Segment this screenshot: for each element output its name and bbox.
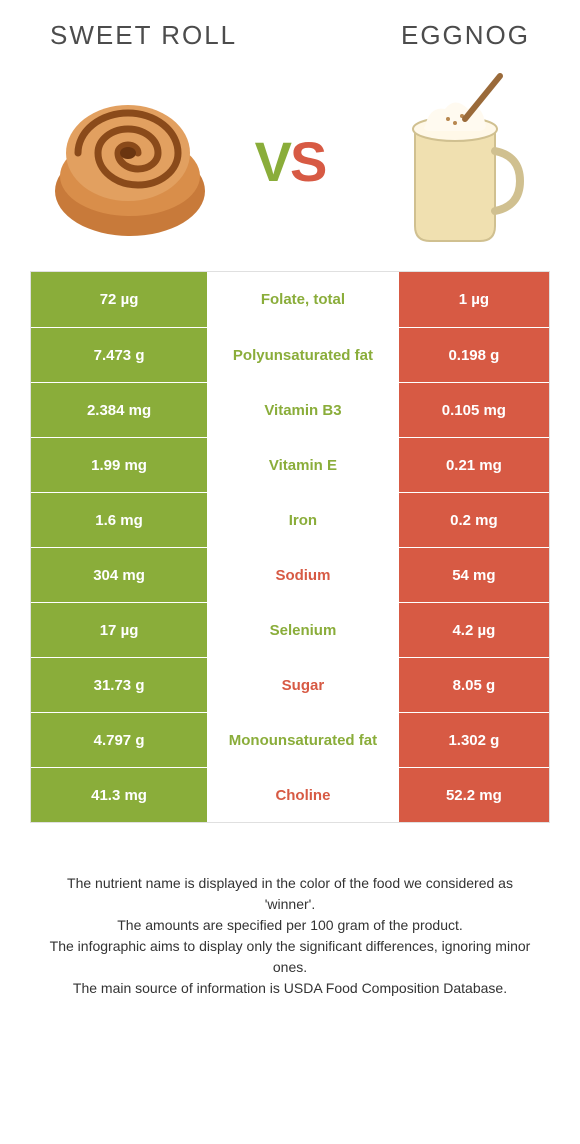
nutrient-label-cell: Selenium bbox=[207, 603, 399, 657]
nutrient-label-cell: Folate, total bbox=[207, 272, 399, 327]
right-value-cell: 0.21 mg bbox=[399, 438, 549, 492]
footer-notes: The nutrient name is displayed in the co… bbox=[30, 823, 550, 999]
nutrient-label-cell: Vitamin B3 bbox=[207, 383, 399, 437]
nutrient-label-cell: Sugar bbox=[207, 658, 399, 712]
nutrient-label-cell: Polyunsaturated fat bbox=[207, 328, 399, 382]
table-row: 4.797 gMonounsaturated fat1.302 g bbox=[31, 712, 549, 767]
right-value-cell: 52.2 mg bbox=[399, 768, 549, 822]
vs-s-letter: S bbox=[290, 130, 325, 193]
vs-v-letter: V bbox=[255, 130, 290, 193]
footer-line: The amounts are specified per 100 gram o… bbox=[40, 915, 540, 936]
left-food-title: SWEET ROLL bbox=[50, 20, 237, 51]
nutrient-label-cell: Monounsaturated fat bbox=[207, 713, 399, 767]
left-value-cell: 31.73 g bbox=[31, 658, 207, 712]
right-value-cell: 4.2 µg bbox=[399, 603, 549, 657]
right-value-cell: 0.198 g bbox=[399, 328, 549, 382]
left-value-cell: 17 µg bbox=[31, 603, 207, 657]
left-value-cell: 72 µg bbox=[31, 272, 207, 327]
nutrient-label-cell: Choline bbox=[207, 768, 399, 822]
left-value-cell: 1.99 mg bbox=[31, 438, 207, 492]
table-row: 31.73 gSugar8.05 g bbox=[31, 657, 549, 712]
left-value-cell: 41.3 mg bbox=[31, 768, 207, 822]
right-value-cell: 54 mg bbox=[399, 548, 549, 602]
left-value-cell: 7.473 g bbox=[31, 328, 207, 382]
nutrient-label-cell: Vitamin E bbox=[207, 438, 399, 492]
table-row: 41.3 mgCholine52.2 mg bbox=[31, 767, 549, 822]
footer-line: The main source of information is USDA F… bbox=[40, 978, 540, 999]
table-row: 1.99 mgVitamin E0.21 mg bbox=[31, 437, 549, 492]
footer-line: The nutrient name is displayed in the co… bbox=[40, 873, 540, 915]
right-food-title: EGGNOG bbox=[401, 20, 530, 51]
eggnog-icon bbox=[370, 71, 530, 251]
left-value-cell: 1.6 mg bbox=[31, 493, 207, 547]
nutrient-table: 72 µgFolate, total1 µg7.473 gPolyunsatur… bbox=[30, 271, 550, 823]
right-value-cell: 1.302 g bbox=[399, 713, 549, 767]
vs-badge: VS bbox=[255, 129, 326, 194]
footer-line: The infographic aims to display only the… bbox=[40, 936, 540, 978]
table-row: 72 µgFolate, total1 µg bbox=[31, 272, 549, 327]
right-value-cell: 0.2 mg bbox=[399, 493, 549, 547]
sweet-roll-icon bbox=[40, 81, 220, 241]
table-row: 7.473 gPolyunsaturated fat0.198 g bbox=[31, 327, 549, 382]
left-value-cell: 4.797 g bbox=[31, 713, 207, 767]
right-value-cell: 0.105 mg bbox=[399, 383, 549, 437]
header: SWEET ROLL EGGNOG bbox=[30, 20, 550, 61]
table-row: 17 µgSelenium4.2 µg bbox=[31, 602, 549, 657]
images-row: VS bbox=[30, 61, 550, 271]
eggnog-image bbox=[350, 71, 550, 251]
nutrient-label-cell: Iron bbox=[207, 493, 399, 547]
right-value-cell: 1 µg bbox=[399, 272, 549, 327]
left-value-cell: 2.384 mg bbox=[31, 383, 207, 437]
sweet-roll-image bbox=[30, 71, 230, 251]
right-value-cell: 8.05 g bbox=[399, 658, 549, 712]
table-row: 2.384 mgVitamin B30.105 mg bbox=[31, 382, 549, 437]
nutrient-label-cell: Sodium bbox=[207, 548, 399, 602]
table-row: 304 mgSodium54 mg bbox=[31, 547, 549, 602]
left-value-cell: 304 mg bbox=[31, 548, 207, 602]
table-row: 1.6 mgIron0.2 mg bbox=[31, 492, 549, 547]
